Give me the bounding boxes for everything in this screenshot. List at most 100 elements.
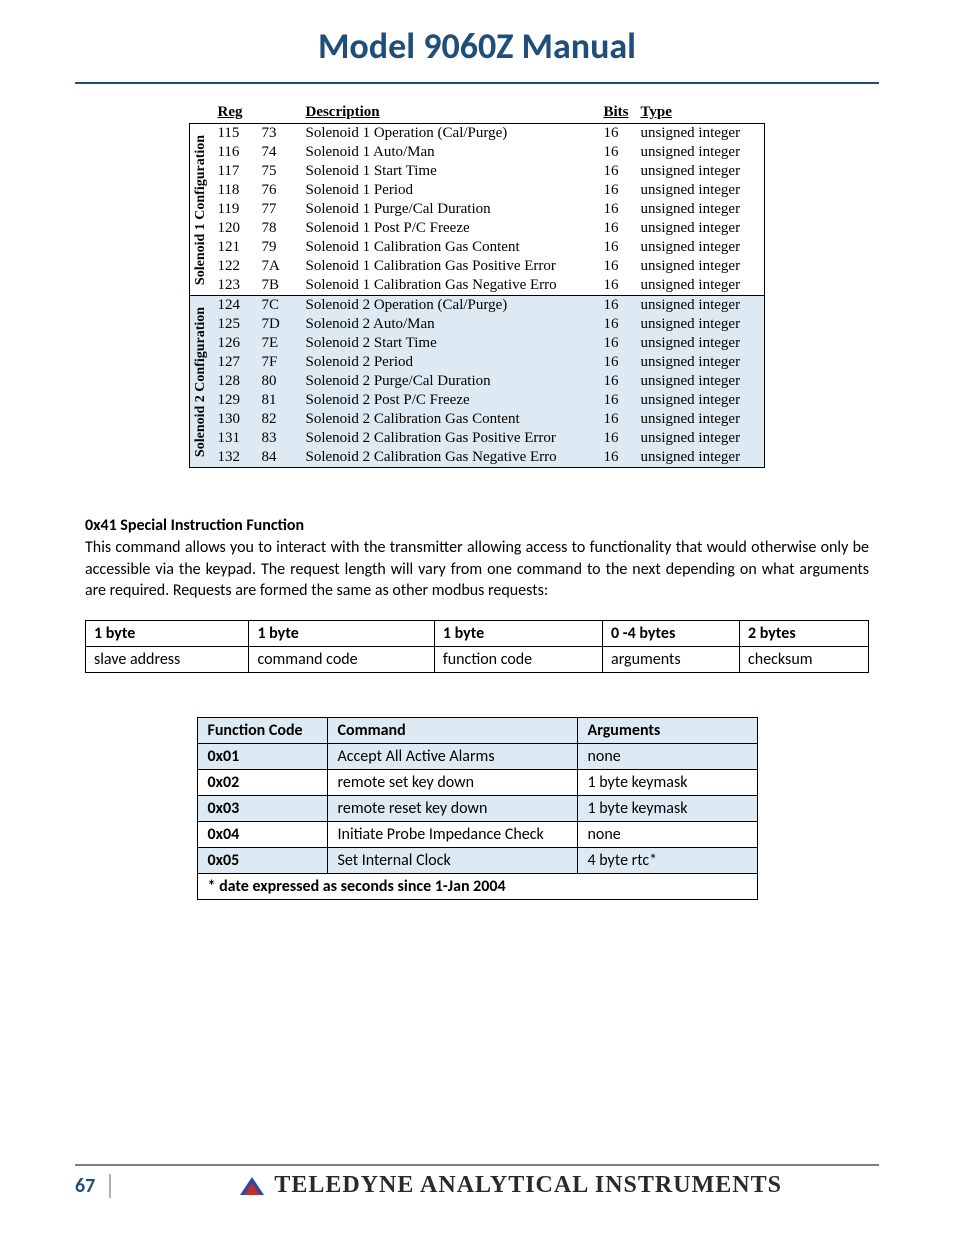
register-group-2: Solenoid 2 Configuration1247CSolenoid 2 …	[189, 296, 764, 468]
cell: 7C	[255, 296, 299, 316]
page-title: Model 9060Z Manual	[75, 24, 879, 68]
col-reg: Reg	[211, 104, 255, 124]
request-format-table: 1 byte 1 byte 1 byte 0 -4 bytes 2 bytes …	[85, 620, 869, 673]
cell: Solenoid 1 Calibration Gas Negative Erro	[299, 276, 597, 296]
cell: Initiate Probe Impedance Check	[327, 821, 577, 847]
cell: 16	[597, 334, 634, 353]
cell: unsigned integer	[635, 143, 765, 162]
table-row: 1267ESolenoid 2 Start Time16unsigned int…	[189, 334, 764, 353]
cell: 119	[211, 200, 255, 219]
table-row: 11876Solenoid 1 Period16unsigned integer	[189, 181, 764, 200]
group-label: Solenoid 1 Configuration	[193, 134, 209, 284]
table-row: 1227ASolenoid 1 Calibration Gas Positive…	[189, 257, 764, 276]
cell: 16	[597, 315, 634, 334]
cell: 118	[211, 181, 255, 200]
cell: none	[577, 743, 757, 769]
cell: 129	[211, 391, 255, 410]
cell: 7F	[255, 353, 299, 372]
function-footnote: * date expressed as seconds since 1-Jan …	[197, 873, 757, 899]
table-row: 1237BSolenoid 1 Calibration Gas Negative…	[189, 276, 764, 296]
cell: 4 byte rtc*	[577, 847, 757, 873]
cell: command code	[249, 646, 434, 672]
table-row: 0x02remote set key down1 byte keymask	[197, 769, 757, 795]
table-row: 13183Solenoid 2 Calibration Gas Positive…	[189, 429, 764, 448]
cell: 0x03	[197, 795, 327, 821]
col-desc: Description	[299, 104, 597, 124]
cell: Solenoid 2 Calibration Gas Positive Erro…	[299, 429, 597, 448]
cell: 125	[211, 315, 255, 334]
table-row: 11674Solenoid 1 Auto/Man16unsigned integ…	[189, 143, 764, 162]
page-header: Model 9060Z Manual	[75, 0, 879, 84]
register-group-1: Solenoid 1 Configuration11573Solenoid 1 …	[189, 124, 764, 296]
cell: remote set key down	[327, 769, 577, 795]
cell: 131	[211, 429, 255, 448]
cell: 81	[255, 391, 299, 410]
section-heading: 0x41 Special Instruction Function	[85, 516, 869, 535]
cell: 1 byte	[86, 620, 249, 646]
cell: 16	[597, 162, 634, 181]
cell: 1 byte keymask	[577, 769, 757, 795]
cell: Set Internal Clock	[327, 847, 577, 873]
function-code-table: Function Code Command Arguments 0x01Acce…	[197, 717, 758, 900]
cell: 1 byte	[249, 620, 434, 646]
cell: 73	[255, 124, 299, 144]
cell: Accept All Active Alarms	[327, 743, 577, 769]
cell: Solenoid 2 Start Time	[299, 334, 597, 353]
cell: 80	[255, 372, 299, 391]
cell: 76	[255, 181, 299, 200]
cell: remote reset key down	[327, 795, 577, 821]
col-command: Command	[327, 717, 577, 743]
table-row: 0x04Initiate Probe Impedance Checknone	[197, 821, 757, 847]
cell: function code	[434, 646, 602, 672]
cell: unsigned integer	[635, 353, 765, 372]
cell: 16	[597, 429, 634, 448]
table-row: 12880Solenoid 2 Purge/Cal Duration16unsi…	[189, 372, 764, 391]
cell: Solenoid 1 Start Time	[299, 162, 597, 181]
page-footer: 67 TELEDYNE ANALYTICAL INSTRUMENTS	[75, 1164, 879, 1199]
cell: unsigned integer	[635, 296, 765, 316]
cell: 16	[597, 391, 634, 410]
cell: Solenoid 1 Calibration Gas Positive Erro…	[299, 257, 597, 276]
cell: 16	[597, 372, 634, 391]
page-content: Reg Description Bits Type Solenoid 1 Con…	[0, 84, 954, 900]
table-row: 13284Solenoid 2 Calibration Gas Negative…	[189, 448, 764, 468]
cell: 121	[211, 238, 255, 257]
cell: Solenoid 1 Period	[299, 181, 597, 200]
cell: unsigned integer	[635, 410, 765, 429]
cell: unsigned integer	[635, 315, 765, 334]
cell: 124	[211, 296, 255, 316]
cell: unsigned integer	[635, 391, 765, 410]
cell: unsigned integer	[635, 448, 765, 468]
group-label: Solenoid 2 Configuration	[193, 306, 209, 456]
table-row: 13082Solenoid 2 Calibration Gas Content1…	[189, 410, 764, 429]
table-row: slave address command code function code…	[86, 646, 869, 672]
cell: arguments	[603, 646, 740, 672]
table-row: 0x03remote reset key down1 byte keymask	[197, 795, 757, 821]
cell: 7D	[255, 315, 299, 334]
cell: 132	[211, 448, 255, 468]
cell: 117	[211, 162, 255, 181]
cell: 7E	[255, 334, 299, 353]
cell: 82	[255, 410, 299, 429]
cell: 130	[211, 410, 255, 429]
cell: unsigned integer	[635, 219, 765, 238]
cell: 1 byte	[434, 620, 602, 646]
table-row: Solenoid 1 Configuration11573Solenoid 1 …	[189, 124, 764, 144]
cell: 78	[255, 219, 299, 238]
cell: 126	[211, 334, 255, 353]
cell: Solenoid 1 Operation (Cal/Purge)	[299, 124, 597, 144]
cell: 16	[597, 143, 634, 162]
cell: 16	[597, 448, 634, 468]
cell: 83	[255, 429, 299, 448]
cell: 16	[597, 410, 634, 429]
page-number: 67	[75, 1174, 111, 1198]
cell: 128	[211, 372, 255, 391]
brand-logo-icon	[238, 1175, 266, 1197]
col-arguments: Arguments	[577, 717, 757, 743]
table-row: 11775Solenoid 1 Start Time16unsigned int…	[189, 162, 764, 181]
cell: Solenoid 2 Operation (Cal/Purge)	[299, 296, 597, 316]
register-table: Reg Description Bits Type Solenoid 1 Con…	[189, 104, 765, 468]
section-body: This command allows you to interact with…	[85, 537, 869, 602]
table-row: 1257DSolenoid 2 Auto/Man16unsigned integ…	[189, 315, 764, 334]
cell: Solenoid 1 Post P/C Freeze	[299, 219, 597, 238]
